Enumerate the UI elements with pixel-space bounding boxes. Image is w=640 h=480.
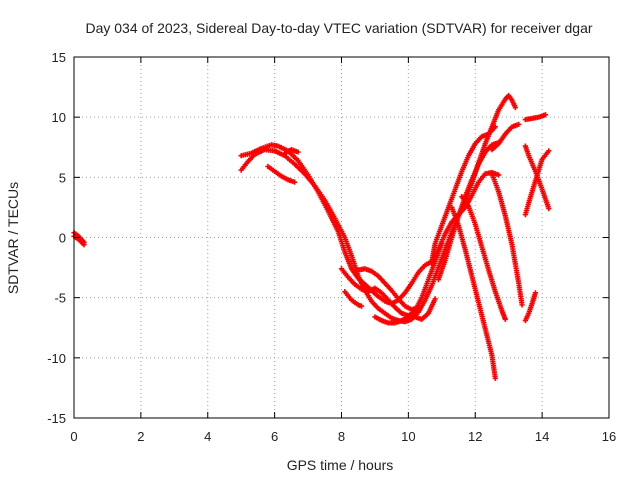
data-point — [492, 375, 498, 381]
y-tick-label: 0 — [59, 231, 66, 246]
data-series — [522, 112, 549, 123]
data-series — [449, 204, 498, 381]
data-point — [295, 149, 301, 155]
x-tick-label: 8 — [338, 429, 345, 444]
data-series — [372, 296, 438, 326]
data-point — [516, 121, 522, 127]
data-series — [489, 171, 525, 308]
data-series — [355, 266, 422, 313]
data-point — [542, 112, 549, 118]
y-tick-label: 15 — [52, 50, 66, 65]
y-tick-label: -10 — [47, 351, 66, 366]
data-series — [522, 148, 552, 218]
data-series — [522, 290, 539, 324]
x-tick-label: 6 — [271, 429, 278, 444]
x-tick-label: 2 — [137, 429, 144, 444]
data-point — [519, 302, 525, 308]
x-tick-label: 16 — [602, 429, 616, 444]
data-point — [81, 242, 87, 248]
y-tick-label: -5 — [54, 291, 66, 306]
data-point — [496, 172, 502, 178]
chart-title: Day 034 of 2023, Sidereal Day-to-day VTE… — [85, 20, 592, 36]
x-tick-label: 14 — [535, 429, 549, 444]
data-series — [459, 193, 508, 322]
data-series — [282, 147, 301, 156]
data-series — [265, 163, 298, 185]
data-point — [415, 304, 422, 310]
data-point — [546, 206, 552, 212]
data-point — [502, 316, 508, 322]
y-tick-label: 10 — [52, 110, 66, 125]
axis-ticks: 0 2 4 6 8 10 12 14 16 -15 -10 -5 0 5 10 15 — [47, 50, 616, 444]
y-tick-label: 5 — [59, 170, 66, 185]
x-axis-label: GPS time / hours — [287, 457, 394, 473]
data-series — [338, 240, 445, 319]
data-point — [292, 179, 298, 185]
data-series — [489, 121, 522, 153]
data-point — [358, 303, 365, 309]
data-point — [512, 104, 518, 111]
data-point — [532, 290, 539, 296]
y-axis-label: SDTVAR / TECUs — [5, 182, 21, 294]
data-series — [342, 289, 365, 309]
data-point — [432, 296, 438, 302]
x-tick-label: 12 — [468, 429, 482, 444]
x-tick-label: 0 — [70, 429, 77, 444]
x-tick-label: 4 — [204, 429, 211, 444]
x-tick-label: 10 — [401, 429, 415, 444]
data-marks — [71, 92, 552, 381]
data-point — [546, 148, 552, 154]
y-tick-label: -15 — [47, 411, 66, 426]
